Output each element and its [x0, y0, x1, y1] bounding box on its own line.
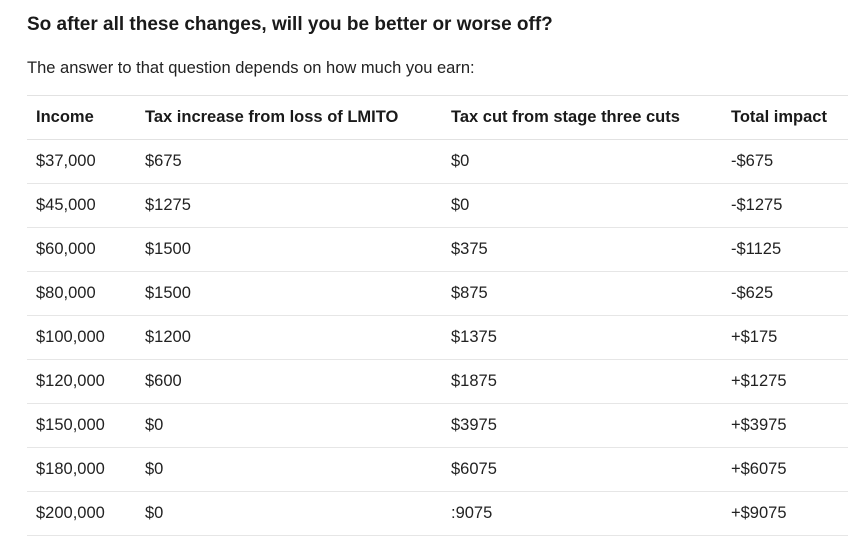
cell-income: $100,000: [36, 328, 105, 346]
cell-total-impact: +$9075: [731, 504, 787, 522]
section-heading: So after all these changes, will you be …: [27, 14, 553, 35]
cell-income: $80,000: [36, 284, 96, 302]
cell-income: $150,000: [36, 416, 105, 434]
table-row: $180,000 $0 $6075 +$6075: [27, 448, 848, 492]
cell-tax-cut: $0: [451, 196, 470, 214]
table-row: $60,000 $1500 $375 -$1125: [27, 228, 848, 272]
cell-total-impact: -$675: [731, 152, 774, 170]
cell-total-impact: +$1275: [731, 372, 787, 390]
cell-tax-cut: $3975: [451, 416, 497, 434]
cell-total-impact: -$1275: [731, 196, 783, 214]
cell-tax-increase: $600: [145, 372, 182, 390]
cell-income: $120,000: [36, 372, 105, 390]
cell-tax-cut: $875: [451, 284, 488, 302]
cell-tax-increase: $1500: [145, 284, 191, 302]
header-total-impact: Total impact: [731, 108, 827, 126]
table-row: $37,000 $675 $0 -$675: [27, 140, 848, 184]
cell-tax-increase: $1275: [145, 196, 191, 214]
cell-tax-increase: $0: [145, 460, 164, 478]
table-header: Income Tax increase from loss of LMITO T…: [27, 95, 848, 140]
cell-income: $37,000: [36, 152, 96, 170]
table-row: $100,000 $1200 $1375 +$175: [27, 316, 848, 360]
cell-tax-cut: $6075: [451, 460, 497, 478]
cell-income: $180,000: [36, 460, 105, 478]
cell-tax-increase: $1200: [145, 328, 191, 346]
table-row: $200,000 $0 :9075 +$9075: [27, 492, 848, 536]
cell-tax-increase: $0: [145, 416, 164, 434]
cell-tax-increase: $0: [145, 504, 164, 522]
table-row: $150,000 $0 $3975 +$3975: [27, 404, 848, 448]
cell-tax-cut: $1875: [451, 372, 497, 390]
cell-total-impact: -$1125: [731, 240, 782, 258]
cell-tax-cut: $1375: [451, 328, 497, 346]
table-body: $37,000 $675 $0 -$675 $45,000 $1275 $0 -…: [27, 140, 848, 536]
cell-total-impact: +$175: [731, 328, 778, 346]
cell-tax-cut: $0: [451, 152, 470, 170]
cell-tax-cut: :9075: [451, 504, 493, 522]
cell-income: $200,000: [36, 504, 105, 522]
header-tax-cut: Tax cut from stage three cuts: [451, 108, 680, 126]
header-tax-increase: Tax increase from loss of LMITO: [145, 108, 399, 126]
cell-total-impact: +$3975: [731, 416, 787, 434]
header-row: Income Tax increase from loss of LMITO T…: [27, 95, 848, 140]
table-row: $45,000 $1275 $0 -$1275: [27, 184, 848, 228]
cell-tax-increase: $675: [145, 152, 182, 170]
table-row: $80,000 $1500 $875 -$625: [27, 272, 848, 316]
header-income: Income: [36, 108, 94, 126]
cell-total-impact: +$6075: [731, 460, 787, 478]
cell-tax-cut: $375: [451, 240, 488, 258]
cell-tax-increase: $1500: [145, 240, 191, 258]
tax-impact-table: Income Tax increase from loss of LMITO T…: [27, 95, 848, 536]
table-row: $120,000 $600 $1875 +$1275: [27, 360, 848, 404]
cell-income: $60,000: [36, 240, 96, 258]
intro-text: The answer to that question depends on h…: [27, 59, 475, 77]
cell-total-impact: -$625: [731, 284, 774, 302]
cell-income: $45,000: [36, 196, 96, 214]
